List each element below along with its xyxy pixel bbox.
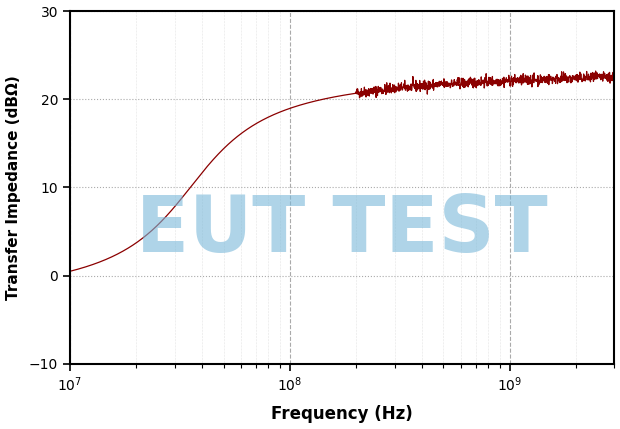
Text: EUT TEST: EUT TEST xyxy=(136,192,548,268)
Y-axis label: Transfer Impedance (dBΩ): Transfer Impedance (dBΩ) xyxy=(6,75,20,300)
X-axis label: Frequency (Hz): Frequency (Hz) xyxy=(272,405,413,423)
